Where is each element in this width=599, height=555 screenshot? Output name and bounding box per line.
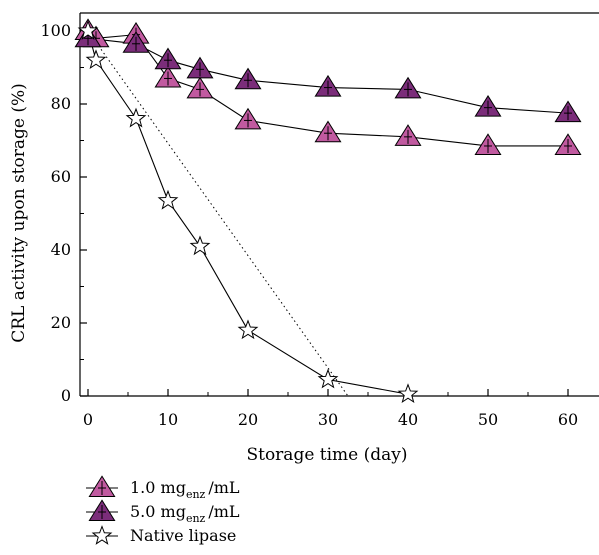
data-point-native — [397, 383, 419, 404]
data-point-native — [85, 49, 107, 70]
x-tick-label: 30 — [318, 410, 338, 429]
legend-label-main: 5.0 mg — [130, 502, 186, 521]
y-tick-label: 80 — [51, 94, 71, 113]
x-axis-label: Storage time (day) — [246, 445, 407, 465]
legend-label-enz5: 5.0 mgenz/mL — [130, 502, 240, 525]
legend-label-native: Native lipase — [130, 526, 236, 545]
data-point-native — [237, 319, 259, 340]
y-tick-label: 60 — [51, 167, 71, 186]
y-tick-label: 20 — [51, 313, 71, 332]
x-tick-label: 40 — [398, 410, 418, 429]
y-tick-label: 40 — [51, 240, 71, 259]
data-point-native — [189, 235, 211, 256]
y-axis-label: CRL activity upon storage (%) — [9, 83, 29, 343]
legend-label-tail: /mL — [208, 502, 240, 521]
legend-label-tail: /mL — [208, 478, 240, 497]
legend-label-sub: enz — [186, 488, 206, 501]
data-point-native — [317, 368, 339, 389]
legend-label-enz1: 1.0 mgenz/mL — [130, 478, 240, 501]
data-point-native — [125, 107, 147, 128]
x-tick-label: 20 — [238, 410, 258, 429]
legend-marker-native — [91, 525, 113, 545]
data-point-native — [157, 189, 179, 210]
legend-label-main: 1.0 mg — [130, 478, 186, 497]
x-tick-label: 50 — [478, 410, 498, 429]
legend-label-main: Native lipase — [130, 526, 236, 545]
y-tick-label: 100 — [40, 21, 71, 40]
x-tick-label: 0 — [83, 410, 93, 429]
series-line-native — [87, 30, 409, 395]
x-tick-label: 60 — [558, 410, 578, 429]
y-tick-label: 0 — [61, 386, 71, 405]
data-point-native — [77, 20, 99, 40]
legend-label-sub: enz — [186, 512, 206, 525]
axes — [79, 12, 599, 397]
tick-labels: 0 10 20 30 40 50 60 0 20 40 60 80 100 — [40, 21, 578, 429]
series-line-enz1 — [87, 30, 568, 147]
x-tick-label: 10 — [158, 410, 178, 429]
series-markers — [74, 18, 582, 404]
